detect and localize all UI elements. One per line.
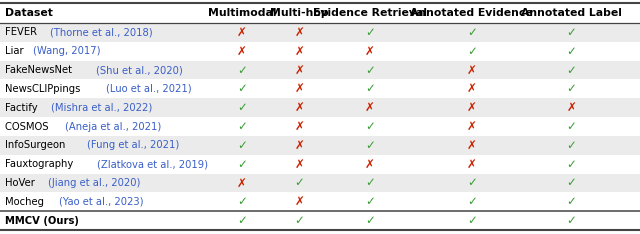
Text: ✗: ✗ [294,26,305,39]
Text: ✓: ✓ [467,176,477,190]
Text: ✗: ✗ [566,101,577,114]
Bar [0,98,640,117]
Text: (Yao et al., 2023): (Yao et al., 2023) [60,197,144,207]
Text: ✓: ✓ [365,176,375,190]
Text: ✗: ✗ [294,139,305,152]
Text: Mocheg: Mocheg [5,197,47,207]
Text: ✓: ✓ [467,214,477,227]
Text: (Jiang et al., 2020): (Jiang et al., 2020) [48,178,140,188]
Text: ✓: ✓ [365,82,375,95]
Text: ✗: ✗ [365,158,375,171]
Text: ✗: ✗ [294,120,305,133]
Text: ✓: ✓ [566,120,577,133]
Text: Annotated Label: Annotated Label [521,8,622,18]
Text: HoVer: HoVer [5,178,38,188]
Text: Multimodal: Multimodal [207,8,276,18]
Text: ✓: ✓ [237,82,247,95]
Bar [0,61,640,80]
Text: ✗: ✗ [365,101,375,114]
Text: ✓: ✓ [237,214,247,227]
Text: (Fung et al., 2021): (Fung et al., 2021) [87,140,179,150]
Bar [0,136,640,155]
Text: ✗: ✗ [294,64,305,77]
Text: ✓: ✓ [365,195,375,208]
Text: ✓: ✓ [467,45,477,58]
Text: ✓: ✓ [237,64,247,77]
Text: FEVER: FEVER [5,27,40,37]
Text: Annotated Evidence: Annotated Evidence [410,8,533,18]
Text: NewsCLIPpings: NewsCLIPpings [5,84,84,94]
Text: ✗: ✗ [237,45,247,58]
Text: ✓: ✓ [237,158,247,171]
Bar [0,3,640,23]
Text: ✓: ✓ [237,120,247,133]
Text: ✗: ✗ [294,101,305,114]
Text: ✓: ✓ [566,139,577,152]
Text: MMCV (Ours): MMCV (Ours) [5,216,79,226]
Text: ✓: ✓ [566,64,577,77]
Text: ✓: ✓ [294,214,305,227]
Text: ✓: ✓ [566,195,577,208]
Text: ✗: ✗ [467,158,477,171]
Text: ✗: ✗ [467,64,477,77]
Text: ✓: ✓ [365,139,375,152]
Text: ✗: ✗ [237,26,247,39]
Text: ✗: ✗ [467,82,477,95]
Bar [0,174,640,192]
Text: ✗: ✗ [467,139,477,152]
Text: ✓: ✓ [566,45,577,58]
Text: Multi-hop: Multi-hop [270,8,329,18]
Text: ✓: ✓ [237,101,247,114]
Bar [0,23,640,42]
Text: ✓: ✓ [365,26,375,39]
Text: (Mishra et al., 2022): (Mishra et al., 2022) [51,103,152,113]
Text: ✗: ✗ [467,120,477,133]
Text: InfoSurgeon: InfoSurgeon [5,140,68,150]
Text: ✓: ✓ [237,195,247,208]
Text: ✓: ✓ [365,120,375,133]
Text: ✓: ✓ [566,26,577,39]
Text: ✓: ✓ [467,195,477,208]
Text: ✗: ✗ [294,158,305,171]
Text: ✓: ✓ [566,176,577,190]
Text: ✓: ✓ [365,64,375,77]
Text: Dataset: Dataset [5,8,53,18]
Text: ✓: ✓ [566,158,577,171]
Text: COSMOS: COSMOS [5,121,52,132]
Text: ✗: ✗ [467,101,477,114]
Text: ✓: ✓ [566,82,577,95]
Text: FakeNewsNet: FakeNewsNet [5,65,76,75]
Text: Fauxtography: Fauxtography [5,159,77,169]
Text: (Luo et al., 2021): (Luo et al., 2021) [106,84,192,94]
Text: (Aneja et al., 2021): (Aneja et al., 2021) [65,121,161,132]
Text: ✗: ✗ [237,176,247,190]
Text: ✗: ✗ [294,82,305,95]
Text: Factify: Factify [5,103,41,113]
Text: (Thorne et al., 2018): (Thorne et al., 2018) [51,27,153,37]
Text: (Wang, 2017): (Wang, 2017) [33,46,100,56]
Text: ✓: ✓ [566,214,577,227]
Text: ✓: ✓ [365,214,375,227]
Text: ✓: ✓ [467,26,477,39]
Text: (Shu et al., 2020): (Shu et al., 2020) [95,65,182,75]
Text: Evidence Retrieval: Evidence Retrieval [313,8,427,18]
Text: ✗: ✗ [294,45,305,58]
Text: Liar: Liar [5,46,27,56]
Text: ✓: ✓ [237,139,247,152]
Text: ✗: ✗ [294,195,305,208]
Text: (Zlatkova et al., 2019): (Zlatkova et al., 2019) [97,159,208,169]
Text: ✗: ✗ [365,45,375,58]
Text: ✓: ✓ [294,176,305,190]
